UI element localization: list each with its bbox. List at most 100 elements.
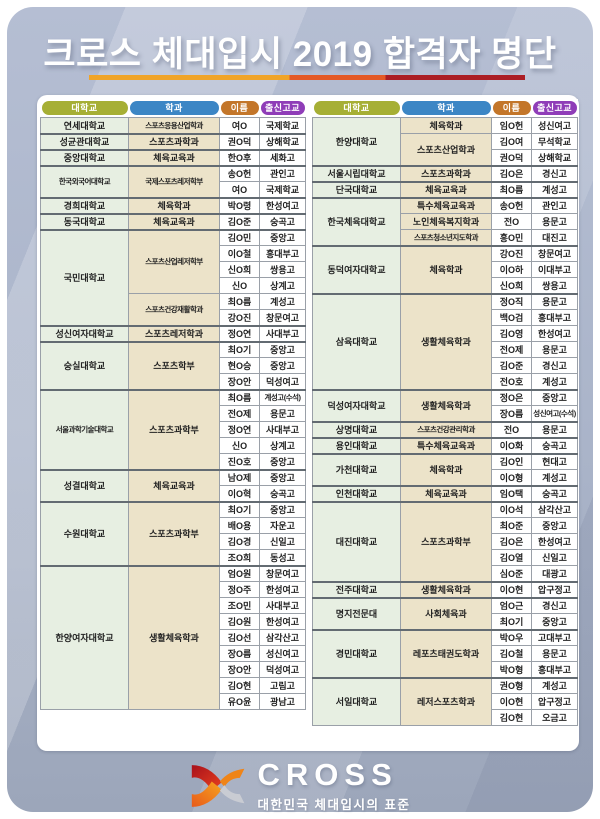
student-row: 전주대학교 생활체육학과 이O현 압구정고 — [312, 580, 578, 598]
column-header: 이름 — [220, 101, 259, 115]
school-cell: 관인고 — [259, 164, 306, 182]
university-cell: 서울시립대학교 — [312, 164, 401, 182]
school-cell: 용문고 — [259, 405, 306, 422]
student-row: 김O열 신일고 — [313, 549, 578, 566]
school-cell: 창문여고 — [531, 244, 578, 262]
department-cell: 체육학과 — [400, 452, 492, 486]
student-row: 전O제 용문고 — [41, 405, 306, 422]
school-cell: 동성고 — [259, 549, 306, 566]
university-cell: 가천대학교 — [312, 452, 401, 486]
student-row: 김O준 경신고 — [313, 357, 578, 374]
student-row: 경민대학교 레포츠태권도학과 박O우 고대부고 — [312, 628, 578, 678]
university-cell: 동덕여자대학교 — [312, 244, 401, 294]
student-row: 김O현 오금고 — [313, 709, 578, 726]
student-row: 한양여자대학교 생활체육학과 엄O원 창문여고 — [40, 564, 306, 710]
school-cell: 용문고 — [531, 420, 578, 438]
school-cell: 용문고 — [531, 645, 578, 662]
school-cell: 삼각산고 — [259, 629, 306, 646]
school-cell: 중앙고 — [531, 517, 578, 534]
school-cell: 한성여고 — [531, 533, 578, 550]
student-row: 김O철 용문고 — [313, 645, 578, 662]
student-name-cell: 최O름 — [219, 388, 260, 406]
school-cell: 중앙고 — [531, 613, 578, 630]
school-cell: 상계고 — [259, 277, 306, 294]
student-row: 진O호 중앙고 — [41, 453, 306, 470]
school-cell: 계성고 — [259, 293, 306, 310]
student-name-cell: 박O형 — [491, 661, 532, 678]
department-cell: 스포츠건강재활학과 — [128, 293, 220, 326]
student-name-cell: 백O검 — [491, 309, 532, 326]
student-name-cell: 신O — [219, 437, 260, 454]
university-cell: 동국대학교 — [40, 212, 129, 230]
footer: CROSS 대한민국 체대입시의 표준 — [7, 755, 593, 817]
student-name-cell: 전O제 — [219, 405, 260, 422]
student-name-cell: 조O희 — [219, 549, 260, 566]
school-cell: 성신여고 — [531, 117, 578, 134]
school-cell: 숭곡고 — [259, 485, 306, 502]
student-row: 이O형 계성고 — [313, 469, 578, 486]
department-cell: 스포츠과학부 — [400, 500, 492, 582]
student-row: 신O 상계고 — [41, 437, 306, 454]
student-name-cell: 김O경 — [219, 533, 260, 550]
student-row: 전O호 계성고 — [313, 373, 578, 390]
student-name-cell: 김O열 — [491, 549, 532, 566]
student-row: 김O은 한성여고 — [313, 533, 578, 550]
student-row: 경희대학교 체육학과 박O령 한성여고 — [40, 196, 306, 214]
department-cell: 체육교육과 — [128, 468, 220, 502]
admissions-table-left: 대학교 학과 이름 출신고교 연세대학교 스포츠응용산업학과 여O 국제학교 성균관대학교 스포츠… — [40, 99, 306, 726]
department-cell: 노인체육복지학과 — [400, 213, 492, 230]
student-name-cell: 김O현 — [219, 677, 260, 694]
school-cell: 홍대부고 — [531, 661, 578, 678]
school-cell: 계성고 — [531, 676, 578, 694]
school-cell: 창문여고 — [259, 564, 306, 582]
student-name-cell: 유O윤 — [219, 693, 260, 710]
student-name-cell: 김O민 — [219, 228, 260, 246]
student-row: 김O경 신일고 — [41, 533, 306, 550]
university-cell: 성결대학교 — [40, 468, 129, 502]
school-cell: 오금고 — [531, 709, 578, 726]
student-name-cell: 김O여 — [491, 133, 532, 150]
student-row: 스포츠청소년지도학과 홍O민 대진고 — [313, 229, 578, 246]
university-cell: 한양대학교 — [312, 117, 401, 166]
student-row: 인천대학교 체육교육과 임O택 숭곡고 — [312, 484, 578, 502]
student-row: 박O형 홍대부고 — [313, 661, 578, 678]
school-cell: 용문고 — [531, 213, 578, 230]
school-cell: 대진고 — [531, 229, 578, 246]
column-header: 대학교 — [41, 101, 128, 115]
student-name-cell: 한O후 — [219, 148, 260, 166]
page-title: 크로스 체대입시 2019 합격자 명단 — [43, 35, 557, 74]
student-name-cell: 조O민 — [219, 597, 260, 614]
university-cell: 국민대학교 — [40, 228, 129, 326]
student-name-cell: 김O철 — [491, 645, 532, 662]
student-name-cell: 임O택 — [491, 484, 532, 502]
student-row: 중앙대학교 체육교육과 한O후 세화고 — [40, 148, 306, 166]
cross-logo-icon — [191, 765, 244, 807]
department-cell: 스포츠산업학과 — [400, 133, 492, 166]
department-cell: 체육교육과 — [128, 148, 220, 166]
student-row: 여O 국제학교 — [41, 181, 306, 198]
student-name-cell: 정O연 — [219, 324, 260, 342]
school-cell: 사대부고 — [259, 324, 306, 342]
department-cell: 체육교육과 — [400, 484, 492, 502]
student-name-cell: 최O기 — [219, 340, 260, 358]
department-cell: 생활체육학과 — [400, 388, 492, 422]
student-row: 용인대학교 특수체육교육과 이O화 숭곡고 — [312, 436, 578, 454]
student-row: 정O연 사대부고 — [41, 421, 306, 438]
student-row: 심O준 대광고 — [313, 565, 578, 582]
school-cell: 중앙고 — [531, 388, 578, 406]
student-name-cell: 강O진 — [491, 244, 532, 262]
student-row: 서울과학기술대학교 스포츠과학부 최O름 계성고(수석) — [40, 388, 306, 470]
department-cell: 스포츠산업레저학부 — [128, 228, 220, 294]
school-cell: 경신고 — [531, 357, 578, 374]
school-cell: 경신고 — [531, 164, 578, 182]
student-row: 연세대학교 스포츠응용산업학과 여O 국제학교 — [40, 117, 306, 134]
student-name-cell: 송O헌 — [491, 196, 532, 214]
student-name-cell: 이O형 — [491, 469, 532, 486]
university-cell: 수원대학교 — [40, 500, 129, 566]
student-name-cell: 심O준 — [491, 565, 532, 582]
department-cell: 스포츠학부 — [128, 340, 220, 390]
school-cell: 압구정고 — [531, 693, 578, 710]
column-header: 출신고교 — [260, 101, 305, 115]
student-name-cell: 강O진 — [219, 309, 260, 326]
student-row: 스포츠건강재활학과 최O름 계성고 — [41, 293, 306, 326]
